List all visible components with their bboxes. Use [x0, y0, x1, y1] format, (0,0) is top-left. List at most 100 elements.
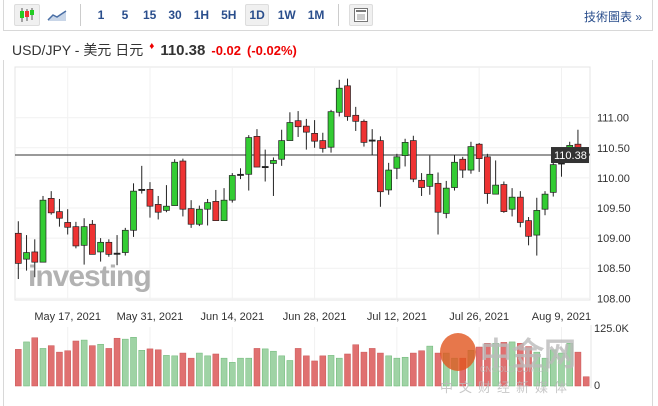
candle [516, 191, 524, 228]
quote-header: USD/JPY - 美元 日元 ♦ 110.38 -0.02 (-0.02%) [12, 40, 297, 60]
interval-1w-button[interactable]: 1W [277, 8, 296, 22]
candle [196, 205, 203, 227]
candle-body [163, 205, 170, 211]
candle [475, 142, 483, 172]
candle-body [558, 162, 565, 165]
interval-1m-button[interactable]: 1M [307, 8, 325, 22]
candlestick-chart-button[interactable] [14, 4, 40, 26]
volume-bar [327, 355, 335, 387]
candle-body [319, 140, 327, 149]
candle [409, 135, 417, 183]
candle-body [56, 211, 63, 219]
candle-body [385, 169, 392, 191]
interval-5-button[interactable]: 5 [121, 8, 129, 22]
candle [163, 185, 170, 213]
candle-body [97, 241, 104, 253]
candle-body [220, 199, 228, 221]
candle-body [516, 196, 524, 223]
candle-body [311, 133, 318, 142]
candle [64, 209, 72, 235]
candle [23, 235, 30, 271]
candle-body [508, 196, 516, 210]
x-tick-label: Jul 12, 2021 [367, 311, 427, 323]
volume-bar [582, 376, 590, 387]
candle [138, 165, 146, 194]
volume-bar [278, 355, 285, 387]
interval-1d-button[interactable]: 1D [245, 4, 269, 26]
candle-body [130, 190, 137, 231]
volume-bar [253, 348, 261, 387]
candle [344, 78, 351, 121]
candle [533, 197, 541, 256]
candle [56, 198, 63, 227]
volume-bar [122, 338, 129, 387]
volume-bar [154, 349, 162, 387]
candle-body [475, 143, 483, 159]
chart-frame [3, 60, 653, 406]
volume-bar [39, 348, 47, 387]
interval-1-button[interactable]: 1 [97, 8, 105, 22]
candle [442, 180, 450, 219]
candle-body [204, 202, 211, 210]
candle-body [121, 229, 129, 253]
candle [253, 129, 261, 168]
interval-30-button[interactable]: 30 [168, 8, 182, 22]
technical-chart-link[interactable]: 技術圖表 » [583, 10, 642, 24]
volume-bar [105, 348, 113, 387]
cngold-logo: 中金网 CNGOLD.COM.CN 中文财经新媒体 [440, 333, 585, 403]
candle [525, 217, 532, 246]
chart-toolbar: 1 5 15 30 1H 5H 1D 1W 1M 技術圖表 » [3, 0, 653, 31]
candle [418, 173, 425, 196]
candle [352, 106, 360, 131]
price-change-percent: (-0.02%) [247, 43, 297, 58]
volume-bar [508, 341, 516, 387]
volume-bar [31, 337, 39, 387]
candle-body [393, 156, 401, 169]
candle-body [344, 85, 351, 117]
y-tick-label: 109.00 [597, 233, 631, 245]
candle [500, 181, 508, 213]
area-chart-button[interactable] [44, 4, 70, 26]
candle [47, 191, 55, 215]
candle-body [261, 166, 269, 169]
volume-bar [311, 360, 318, 387]
volume-bar [229, 362, 236, 387]
price-change: -0.02 [211, 43, 242, 58]
interval-1h-button[interactable]: 1H [193, 8, 210, 22]
volume-bar [179, 352, 187, 387]
x-tick-label: May 17, 2021 [34, 311, 101, 323]
interval-5h-button[interactable]: 5H [221, 8, 237, 22]
candle-body [286, 122, 294, 141]
volume-bar [56, 351, 63, 387]
candle [434, 172, 442, 235]
candle [484, 153, 491, 204]
candle-body [327, 111, 335, 148]
candle-body [196, 208, 203, 225]
candle-body [434, 182, 442, 213]
interval-15-button[interactable]: 15 [143, 8, 157, 22]
candle-body [360, 120, 368, 143]
candle [286, 112, 294, 141]
candle-body [409, 140, 417, 180]
volume-bar [385, 355, 392, 387]
volume-bar [171, 355, 178, 387]
volume-bar [220, 357, 228, 387]
volume-bar [336, 357, 343, 387]
volume-bar [294, 348, 302, 387]
layout-icon [354, 8, 369, 22]
candle [228, 173, 236, 203]
candle-body [253, 136, 261, 168]
candle [130, 183, 137, 237]
volume-bar [163, 355, 170, 387]
y-tick-label: 111.00 [597, 113, 629, 125]
layout-button[interactable] [349, 4, 374, 26]
volume-bar [113, 337, 121, 387]
candle [72, 221, 80, 249]
candle-body [72, 226, 80, 247]
volume-bar [237, 357, 244, 387]
candle [261, 149, 269, 182]
volume-bar [525, 346, 532, 387]
volume-bar [261, 348, 269, 387]
volume-bar [138, 350, 145, 387]
